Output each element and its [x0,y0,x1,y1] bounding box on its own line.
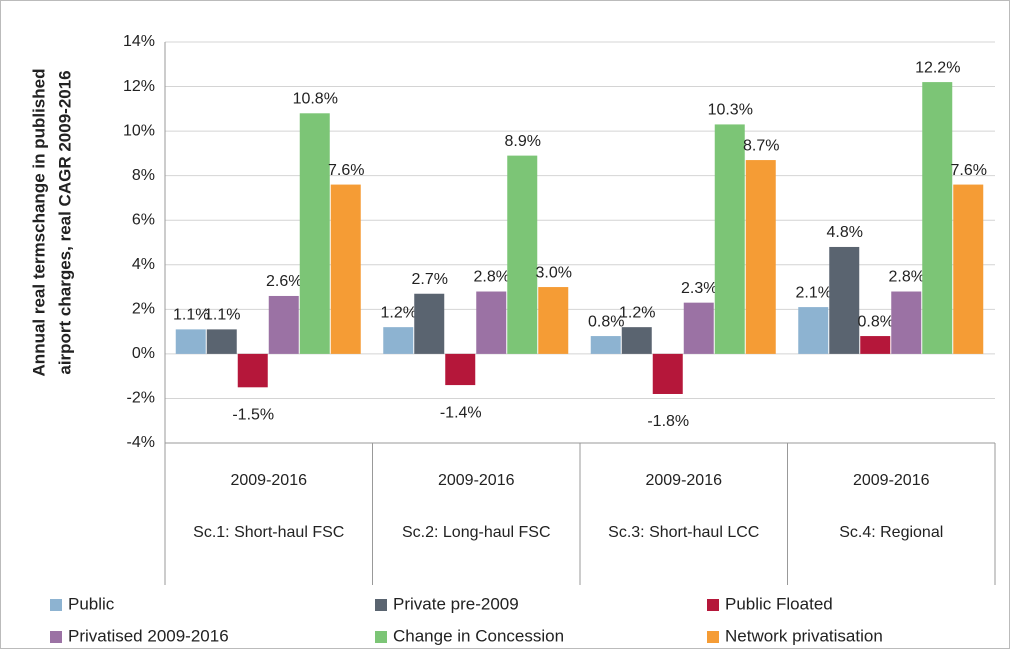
bar [953,184,984,354]
legend-label: Private pre-2009 [393,594,519,613]
legend-swatch [707,631,719,643]
legend-swatch [375,631,387,643]
data-label: 2.8% [889,269,925,286]
bar [268,295,299,354]
legend-swatch [707,599,719,611]
data-label: -1.4% [440,404,482,421]
legend-label: Privatised 2009-2016 [68,626,229,645]
bar [237,353,268,388]
legend-label: Public [68,594,115,613]
y-tick-label: 6% [132,211,155,228]
period-label: 2009-2016 [437,472,515,489]
bar [891,291,922,354]
y-tick-label: 8% [132,167,155,184]
y-tick-label: -2% [127,390,155,407]
data-label: 1.1% [173,307,209,324]
y-axis-label: Annual real termschange in published [29,69,48,377]
data-label: 2.6% [266,273,302,290]
y-tick-label: -4% [127,434,155,451]
x-tick-label: Sc.1: Short-haul FSC [193,524,345,541]
period-label: 2009-2016 [645,472,722,489]
bar [860,336,891,354]
data-label: 2.8% [474,269,510,286]
legend-swatch [50,599,62,611]
bar [476,291,507,354]
data-label: 1.1% [204,307,240,324]
data-label: 3.0% [536,264,572,281]
bar [590,336,621,354]
bar [683,302,714,354]
bar [206,329,237,354]
data-label: 2.7% [412,271,448,288]
data-label: -1.5% [232,407,274,424]
x-tick-label: Sc.3: Short-haul LCC [608,524,760,541]
period-label: 2009-2016 [230,472,307,489]
legend-label: Network privatisation [725,626,883,645]
bar [538,287,569,354]
bar [414,293,445,354]
legend-swatch [375,599,387,611]
bar [621,327,652,354]
data-label: 10.8% [293,91,338,108]
data-label: 8.7% [743,137,779,154]
legend-label: Change in Concession [393,626,564,645]
bar [922,82,953,354]
y-tick-label: 12% [123,78,155,95]
bar [507,155,538,354]
data-label: 10.3% [708,102,753,119]
data-label: 1.2% [381,304,417,321]
data-label: 0.8% [858,313,894,330]
legend-swatch [50,631,62,643]
data-label: 8.9% [505,133,541,150]
y-tick-label: 4% [132,256,155,273]
y-tick-label: 10% [123,122,155,139]
bar [299,113,330,354]
data-label: -1.8% [647,413,689,430]
data-label: 12.2% [915,59,960,76]
bar [798,307,829,354]
bar [445,353,476,386]
y-tick-label: 14% [123,33,155,50]
bar [652,353,683,394]
bar [745,160,776,354]
bar [383,327,414,354]
y-axis-label: airport charges, real CAGR 2009-2016 [55,70,74,374]
data-label: 1.2% [619,304,655,321]
data-label: 7.6% [328,162,364,179]
legend-label: Public Floated [725,594,833,613]
data-label: 0.8% [588,313,624,330]
period-label: 2009-2016 [852,472,930,489]
data-label: 2.3% [681,280,717,297]
data-label: 4.8% [827,224,863,241]
data-label: 7.6% [951,162,987,179]
x-tick-label: Sc.2: Long-haul FSC [401,524,551,541]
bar [330,184,361,354]
bar [714,124,745,354]
bar [175,329,206,354]
y-tick-label: 0% [132,345,155,362]
y-tick-label: 2% [132,301,155,318]
data-label: 2.1% [796,284,832,301]
bar [829,246,860,354]
x-tick-label: Sc.4: Regional [839,524,944,541]
